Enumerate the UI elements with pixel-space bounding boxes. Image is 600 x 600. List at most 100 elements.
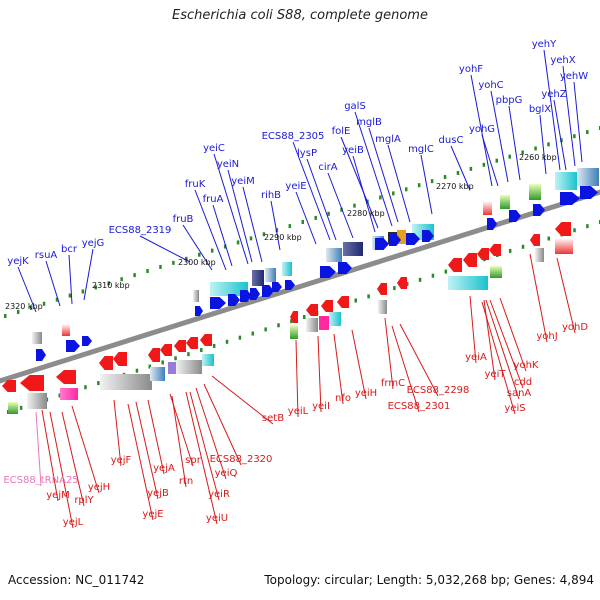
reverse-gene-leader bbox=[185, 391, 218, 525]
upper-tick bbox=[560, 138, 563, 143]
upper-tick bbox=[547, 142, 550, 147]
reverse-arrow bbox=[530, 234, 540, 246]
forward-arrow bbox=[406, 233, 420, 245]
reverse-gene-label: yejL bbox=[63, 517, 84, 528]
lower-tick bbox=[212, 343, 216, 348]
reverse-gene-leader bbox=[127, 403, 154, 521]
reverse-gene-label: yejE bbox=[142, 509, 163, 520]
forward-arrow bbox=[375, 238, 389, 250]
reverse-gene-label: rtn bbox=[179, 476, 193, 487]
forward-gene-leader bbox=[83, 248, 94, 301]
forward-gene-label: fruK bbox=[185, 179, 206, 190]
forward-gene-leader bbox=[242, 186, 263, 263]
lower-tick bbox=[251, 331, 255, 336]
lower-tick bbox=[405, 281, 409, 286]
feature-block bbox=[252, 270, 264, 286]
forward-gene-leader bbox=[573, 81, 583, 163]
lower-tick bbox=[418, 277, 422, 282]
forward-gene-label: ECS88_2319 bbox=[109, 225, 172, 236]
lower-tick bbox=[547, 236, 551, 241]
forward-gene-label: yejK bbox=[7, 256, 29, 267]
forward-gene-label: bcr bbox=[61, 244, 78, 255]
forward-gene-label: yohF bbox=[459, 64, 483, 75]
lower-tick bbox=[431, 273, 435, 278]
forward-gene-leader bbox=[139, 235, 191, 263]
feature-block bbox=[397, 230, 406, 244]
feature-block bbox=[176, 360, 202, 374]
reverse-gene-label: cdd bbox=[514, 377, 532, 388]
lower-tick bbox=[135, 368, 139, 373]
forward-arrow bbox=[210, 297, 226, 309]
forward-gene-leader bbox=[194, 189, 227, 271]
reverse-arrow bbox=[20, 375, 44, 391]
reverse-gene-leader bbox=[351, 329, 367, 400]
forward-gene-leader bbox=[539, 114, 547, 175]
scale-label-2270: 2270 kbp bbox=[436, 182, 474, 191]
reverse-arrow bbox=[477, 248, 489, 260]
upper-tick bbox=[120, 277, 123, 282]
upper-tick bbox=[340, 207, 343, 212]
reverse-gene-label: yejH bbox=[88, 482, 110, 493]
reverse-gene-label: frmC bbox=[381, 378, 405, 389]
forward-arrow bbox=[36, 349, 46, 361]
forward-gene-label: rihB bbox=[261, 190, 281, 201]
lower-tick bbox=[238, 335, 242, 340]
upper-tick bbox=[404, 187, 408, 192]
feature-block bbox=[555, 172, 577, 190]
forward-gene-leader bbox=[340, 136, 379, 229]
reverse-gene-leader bbox=[485, 299, 520, 400]
forward-gene-leader bbox=[562, 65, 576, 167]
upper-tick bbox=[495, 158, 499, 163]
forward-arrow bbox=[320, 266, 336, 278]
forward-gene-leader bbox=[292, 141, 331, 241]
lower-tick bbox=[84, 385, 87, 390]
reverse-arrow bbox=[174, 340, 186, 352]
forward-gene-leader bbox=[352, 155, 376, 233]
feature-block bbox=[343, 242, 363, 256]
upper-tick bbox=[223, 244, 227, 249]
reverse-gene-leader bbox=[49, 411, 74, 529]
trna-gene-leader bbox=[35, 411, 42, 487]
reverse-gene-label: yohK bbox=[514, 360, 539, 371]
forward-gene-leader bbox=[470, 74, 493, 187]
feature-block bbox=[282, 262, 292, 276]
forward-arrow bbox=[240, 290, 252, 302]
forward-gene-leader bbox=[420, 154, 433, 215]
forward-gene-label: yejG bbox=[82, 238, 105, 249]
upper-tick bbox=[443, 175, 447, 180]
upper-tick bbox=[29, 305, 33, 310]
upper-tick bbox=[521, 150, 524, 155]
reverse-gene-label: yeiA bbox=[465, 352, 487, 363]
label-leaders bbox=[17, 49, 583, 529]
reverse-gene-label: spr bbox=[185, 455, 202, 466]
forward-gene-label: yeiC bbox=[203, 143, 225, 154]
forward-arrow bbox=[487, 218, 497, 230]
forward-gene-leader bbox=[543, 49, 561, 171]
reverse-arrow bbox=[160, 344, 172, 356]
lower-tick bbox=[200, 348, 203, 353]
reverse-gene-leader bbox=[147, 399, 165, 475]
reverse-gene-leader bbox=[189, 391, 220, 501]
reverse-arrow bbox=[397, 277, 407, 289]
upper-tick bbox=[353, 203, 356, 208]
forward-arrow bbox=[389, 234, 401, 246]
reverse-gene-leader bbox=[61, 411, 85, 507]
upper-tick bbox=[508, 154, 511, 159]
reverse-gene-leader bbox=[499, 297, 527, 372]
forward-arrow bbox=[272, 282, 282, 292]
forward-gene-label: yeiE bbox=[285, 181, 306, 192]
upper-tick bbox=[275, 228, 279, 233]
feature-block bbox=[448, 276, 488, 290]
reverse-gene-leader bbox=[489, 299, 524, 389]
feature-block bbox=[555, 238, 573, 254]
upper-tick bbox=[573, 134, 576, 139]
forward-arrow bbox=[533, 204, 545, 216]
forward-gene-label: yohG bbox=[469, 124, 495, 135]
forward-gene-label: yehY bbox=[532, 39, 557, 50]
reverse-gene-label: ECS88_2320 bbox=[210, 454, 273, 465]
scale-label-2320: 2320 kbp bbox=[5, 302, 43, 311]
reverse-gene-leader bbox=[71, 405, 100, 494]
forward-arrow bbox=[228, 294, 240, 306]
reverse-gene-leader bbox=[384, 317, 394, 390]
